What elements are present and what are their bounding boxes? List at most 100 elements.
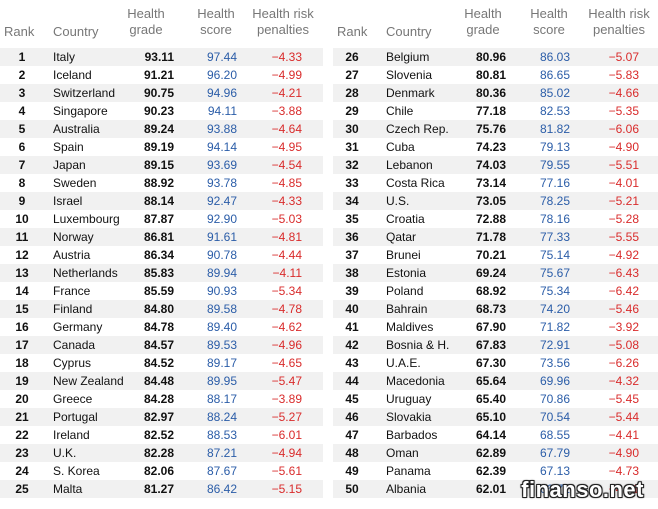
health-risk-penalty-cell: −5.27 [271,410,302,424]
health-score-cell: 88.53 [206,428,237,442]
health-score-cell: 94.11 [207,104,237,118]
health-score-cell: 69.96 [539,374,570,388]
table-row: 3 Switzerland 90.75 94.96 −4.21 [0,84,323,102]
health-grade-cell: 91.21 [143,68,174,82]
health-grade-cell: 65.64 [475,374,506,388]
health-grade-cell: 70.21 [475,248,506,262]
health-score-cell: 79.13 [539,140,570,154]
health-grade-cell: 68.73 [475,302,506,316]
health-risk-penalty-cell: −4.71 [608,482,639,496]
health-score-cell: 79.55 [539,158,570,172]
health-grade-cell: 67.30 [475,356,506,370]
country-cell: U.K. [53,446,77,460]
country-cell: Estonia [386,266,427,280]
rank-cell: 12 [15,248,29,262]
health-grade-cell: 80.81 [475,68,506,82]
rank-cell: 21 [15,410,29,424]
table-row: 41 Maldives 67.90 71.82 −3.92 [333,318,658,336]
health-score-cell: 72.91 [539,338,570,352]
country-cell: Malta [53,482,83,496]
health-grade-cell: 85.59 [143,284,174,298]
country-cell: Slovenia [386,68,433,82]
table-row: 13 Netherlands 85.83 89.94 −4.11 [0,264,323,282]
country-cell: Macedonia [386,374,445,388]
rank-cell: 42 [345,338,359,352]
health-grade-cell: 84.28 [143,392,174,406]
country-cell: Germany [53,320,103,334]
country-cell: Portugal [53,410,98,424]
health-risk-penalty-cell: −4.81 [271,230,302,244]
rank-cell: 45 [345,392,359,406]
country-cell: Bosnia & H. [386,338,450,352]
country-cell: Lebanon [386,158,433,172]
rank-cell: 16 [15,320,29,334]
health-score-cell: 94.96 [206,86,237,100]
rank-cell: 28 [345,86,359,100]
health-score-cell: 78.16 [539,212,570,226]
country-cell: Brunei [386,248,421,262]
rank-cell: 11 [15,230,29,244]
health-risk-penalty-cell: −4.94 [271,446,302,460]
country-cell: Slovakia [386,410,432,424]
table-row: 20 Greece 84.28 88.17 −3.89 [0,390,323,408]
health-grade-cell: 87.87 [143,212,174,226]
health-risk-penalty-cell: −5.28 [608,212,639,226]
rank-cell: 43 [345,356,359,370]
country-cell: Finland [53,302,93,316]
country-cell: Luxembourg [53,212,120,226]
rank-cell: 30 [345,122,359,136]
country-cell: S. Korea [53,464,100,478]
health-grade-cell: 82.28 [143,446,174,460]
health-grade-cell: 86.81 [143,230,174,244]
table-row: 18 Cyprus 84.52 89.17 −4.65 [0,354,323,372]
health-risk-penalty-cell: −4.90 [608,446,639,460]
health-grade-cell: 82.06 [143,464,174,478]
table-row: 43 U.A.E. 67.30 73.56 −6.26 [333,354,658,372]
health-score-cell: 93.78 [206,176,237,190]
health-grade-cell: 84.48 [143,374,174,388]
health-score-cell: 81.82 [539,122,570,136]
country-cell: Czech Rep. [386,122,449,136]
health-risk-penalty-cell: −6.43 [608,266,639,280]
health-grade-cell: 75.76 [475,122,506,136]
health-risk-penalty-cell: −6.01 [271,428,302,442]
table-row: 17 Canada 84.57 89.53 −4.96 [0,336,323,354]
rank-cell: 4 [18,104,26,118]
rank-cell: 7 [18,158,26,172]
health-risk-penalty-cell: −4.21 [271,86,302,100]
health-risk-penalty-cell: −4.95 [271,140,302,154]
rank-cell: 17 [15,338,29,352]
country-cell: U.A.E. [386,356,421,370]
table-row: 28 Denmark 80.36 85.02 −4.66 [333,84,658,102]
health-score-cell: 73.56 [539,356,570,370]
rank-cell: 13 [15,266,29,280]
health-grade-cell: 89.19 [143,140,174,154]
health-score-cell: 90.93 [206,284,237,298]
health-score-cell: 85.02 [539,86,570,100]
health-score-cell: 89.40 [206,320,237,334]
country-cell: Chile [386,104,414,118]
country-cell: Israel [53,194,83,208]
health-score-cell: 93.88 [206,122,237,136]
health-risk-penalty-cell: −5.45 [608,392,639,406]
country-cell: New Zealand [53,374,124,388]
header-country: Country [386,24,432,39]
health-score-cell: 70.86 [539,392,570,406]
country-cell: Ireland [53,428,90,442]
table-row: 34 U.S. 73.05 78.25 −5.21 [333,192,658,210]
rank-cell: 5 [18,122,26,136]
table-right: Rank Country Health grade Health score Hea… [333,0,658,509]
health-risk-penalty-cell: −4.62 [271,320,302,334]
rank-cell: 3 [18,86,26,100]
health-grade-cell: 82.97 [143,410,174,424]
health-grade-cell: 65.10 [475,410,506,424]
table-row: 26 Belgium 80.96 86.03 −5.07 [333,48,658,66]
health-score-cell: 94.14 [206,140,237,154]
country-cell: Oman [386,446,419,460]
health-grade-cell: 81.27 [143,482,174,496]
table-row: 27 Slovenia 80.81 86.65 −5.83 [333,66,658,84]
table-row: 35 Croatia 72.88 78.16 −5.28 [333,210,658,228]
health-risk-penalty-cell: −4.41 [608,428,639,442]
health-risk-penalty-cell: −4.96 [271,338,302,352]
health-grade-cell: 74.23 [475,140,506,154]
